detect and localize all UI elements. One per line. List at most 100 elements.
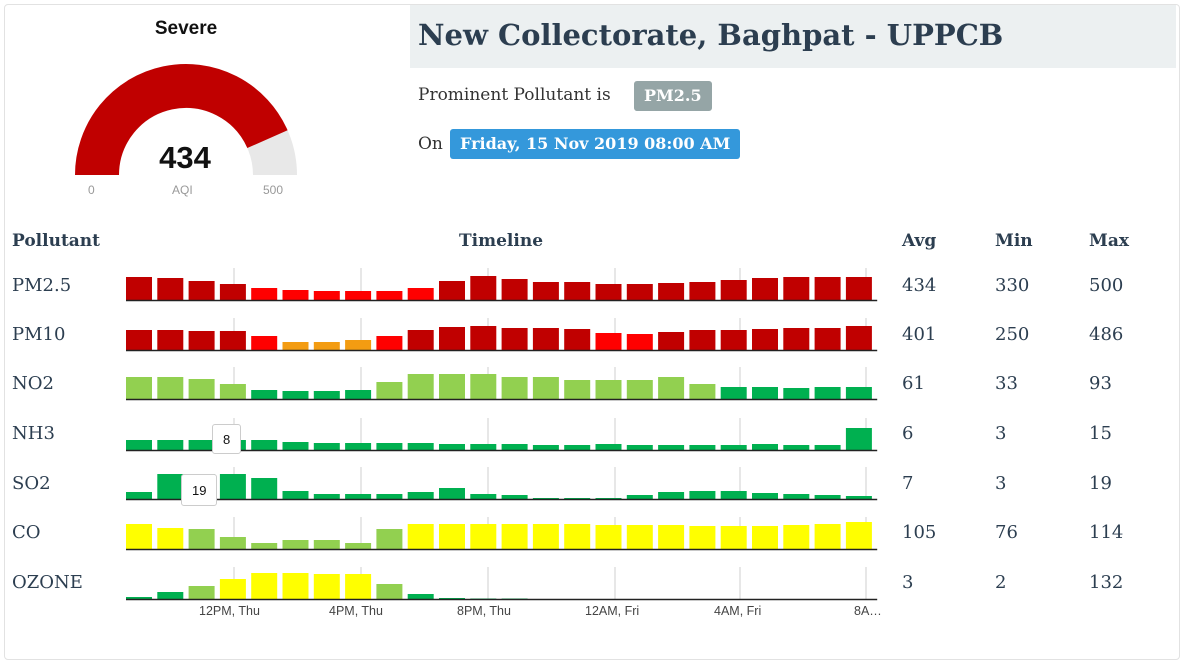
timeline-bar-pm10[interactable] (845, 326, 872, 350)
timeline-bar-co[interactable] (845, 522, 872, 549)
timeline-bar-no2[interactable] (219, 384, 246, 399)
timeline-bar-no2[interactable] (564, 380, 591, 399)
timeline-bar-pm10[interactable] (157, 330, 184, 350)
timeline-bar-ozone[interactable] (313, 574, 340, 599)
timeline-bar-so2[interactable] (219, 474, 246, 499)
timeline-bar-pm10[interactable] (595, 333, 622, 350)
timeline-bar-nh3[interactable] (845, 428, 872, 450)
timeline-bar-nh3[interactable] (501, 444, 528, 450)
timeline-bar-pm10[interactable] (532, 328, 559, 350)
timeline-bar-co[interactable] (501, 524, 528, 549)
timeline-bar-co[interactable] (345, 543, 372, 549)
timeline-bar-co[interactable] (595, 525, 622, 549)
timeline-bar-no2[interactable] (157, 377, 184, 399)
timeline-bar-so2[interactable] (564, 498, 591, 499)
timeline-bar-pm25[interactable] (595, 284, 622, 300)
timeline-bar-nh3[interactable] (313, 443, 340, 450)
timeline-bar-co[interactable] (752, 526, 778, 549)
timeline-bar-pm10[interactable] (188, 331, 215, 350)
timeline-bar-co[interactable] (532, 524, 559, 549)
timeline-bar-so2[interactable] (157, 474, 184, 499)
timeline-bar-co[interactable] (219, 537, 246, 549)
timeline-bar-pm10[interactable] (501, 328, 528, 350)
timeline-bar-pm25[interactable] (720, 280, 747, 300)
timeline-bar-pm25[interactable] (345, 291, 372, 300)
timeline-bar-pm25[interactable] (814, 277, 841, 300)
timeline-bar-so2[interactable] (251, 478, 278, 499)
timeline-bar-pm25[interactable] (282, 290, 309, 300)
timeline-bar-co[interactable] (470, 524, 497, 549)
timeline-bar-no2[interactable] (532, 377, 559, 399)
timeline-bar-nh3[interactable] (126, 440, 152, 450)
timeline-bar-ozone[interactable] (407, 594, 434, 599)
timeline-bar-no2[interactable] (345, 390, 372, 399)
timeline-bar-so2[interactable] (439, 488, 465, 499)
timeline-bar-nh3[interactable] (564, 445, 591, 450)
timeline-bar-co[interactable] (689, 526, 716, 549)
timeline-bar-ozone[interactable] (282, 573, 309, 599)
timeline-bar-no2[interactable] (282, 391, 309, 399)
timeline-bar-nh3[interactable] (157, 440, 184, 450)
timeline-bar-ozone[interactable] (157, 592, 184, 599)
timeline-bar-no2[interactable] (626, 380, 653, 399)
timeline-bar-pm10[interactable] (564, 329, 591, 350)
timeline-bar-no2[interactable] (126, 377, 152, 399)
timeline-bar-pm25[interactable] (564, 282, 591, 300)
timeline-bar-pm10[interactable] (439, 327, 465, 350)
timeline-bar-so2[interactable] (752, 493, 778, 499)
timeline-bar-no2[interactable] (845, 387, 872, 399)
timeline-bar-ozone[interactable] (188, 586, 215, 599)
timeline-bar-nh3[interactable] (626, 445, 653, 450)
timeline-bar-pm10[interactable] (720, 330, 747, 350)
timeline-bar-co[interactable] (407, 524, 434, 549)
timeline-bar-co[interactable] (564, 524, 591, 549)
timeline-bar-pm25[interactable] (501, 279, 528, 300)
timeline-bar-so2[interactable] (626, 495, 653, 499)
timeline-bar-co[interactable] (313, 540, 340, 549)
timeline-bar-pm25[interactable] (658, 283, 685, 300)
timeline-bar-pm10[interactable] (689, 330, 716, 350)
timeline-bar-no2[interactable] (783, 388, 810, 399)
timeline-bar-pm10[interactable] (376, 336, 403, 350)
timeline-bar-nh3[interactable] (407, 443, 434, 450)
timeline-bar-pm10[interactable] (407, 330, 434, 350)
timeline-bar-ozone[interactable] (251, 573, 278, 599)
timeline-bar-pm25[interactable] (313, 291, 340, 300)
timeline-bar-nh3[interactable] (752, 444, 778, 450)
timeline-bar-so2[interactable] (595, 498, 622, 499)
timeline-bar-co[interactable] (783, 525, 810, 549)
timeline-bar-so2[interactable] (845, 496, 872, 499)
timeline-bar-no2[interactable] (595, 380, 622, 399)
timeline-bar-so2[interactable] (720, 491, 747, 499)
timeline-bar-so2[interactable] (532, 498, 559, 499)
timeline-bar-pm25[interactable] (626, 284, 653, 300)
timeline-bar-nh3[interactable] (439, 444, 465, 450)
timeline-bar-nh3[interactable] (595, 444, 622, 450)
timeline-bar-so2[interactable] (313, 494, 340, 499)
timeline-bar-pm25[interactable] (783, 277, 810, 300)
timeline-bar-co[interactable] (188, 529, 215, 549)
timeline-bar-pm10[interactable] (470, 326, 497, 350)
timeline-bar-pm10[interactable] (626, 334, 653, 350)
timeline-bar-pm10[interactable] (752, 329, 778, 350)
timeline-bar-no2[interactable] (376, 382, 403, 399)
timeline-bar-co[interactable] (439, 524, 465, 549)
timeline-bar-pm10[interactable] (282, 342, 309, 350)
timeline-bar-no2[interactable] (658, 377, 685, 399)
timeline-bar-pm25[interactable] (157, 278, 184, 300)
timeline-bar-pm10[interactable] (658, 332, 685, 350)
timeline-bar-nh3[interactable] (720, 445, 747, 450)
timeline-bar-pm25[interactable] (126, 277, 152, 300)
timeline-bar-co[interactable] (251, 543, 278, 549)
timeline-bar-pm10[interactable] (219, 331, 246, 350)
timeline-bar-co[interactable] (626, 525, 653, 549)
timeline-bar-so2[interactable] (407, 492, 434, 499)
timeline-bar-so2[interactable] (470, 494, 497, 499)
timeline-bar-nh3[interactable] (470, 444, 497, 450)
timeline-bar-ozone[interactable] (439, 598, 465, 599)
timeline-bar-no2[interactable] (407, 374, 434, 399)
timeline-bar-nh3[interactable] (345, 443, 372, 450)
timeline-bar-pm10[interactable] (345, 340, 372, 350)
timeline-bar-pm25[interactable] (845, 277, 872, 300)
timeline-bar-pm25[interactable] (376, 291, 403, 300)
